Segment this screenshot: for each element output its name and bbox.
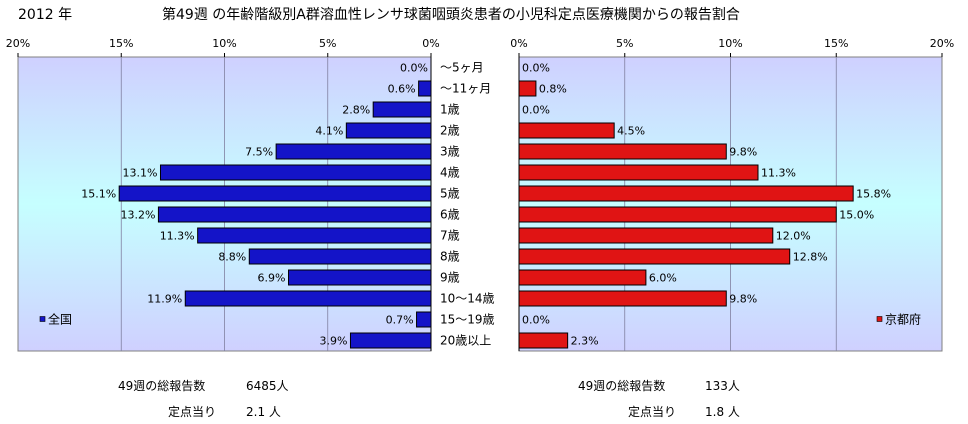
right-data-label: 11.3% xyxy=(761,167,796,180)
category-label: 8歳 xyxy=(440,250,460,264)
right-data-label: 0.0% xyxy=(522,62,550,75)
left-data-label: 15.1% xyxy=(81,188,116,201)
right-data-label: 12.8% xyxy=(793,251,828,264)
right-bar xyxy=(518,290,727,307)
left-tick-label: 5% xyxy=(319,37,336,50)
right-bar xyxy=(518,269,647,286)
right-data-label: 0.0% xyxy=(522,314,550,327)
left-bar xyxy=(288,269,432,286)
left-data-label: 0.6% xyxy=(388,83,416,96)
left-tick-label: 20% xyxy=(6,37,30,50)
left-legend-label: 全国 xyxy=(48,312,72,327)
right-bar xyxy=(518,164,759,181)
left-per-value: 2.1 人 xyxy=(246,405,281,419)
left-bar xyxy=(118,185,432,202)
category-label: ～5ヶ月 xyxy=(440,61,484,75)
category-label: 5歳 xyxy=(440,187,460,201)
category-label: 10～14歳 xyxy=(440,292,495,306)
right-legend-swatch xyxy=(876,316,883,322)
left-tick-label: 15% xyxy=(109,37,133,50)
right-data-label: 6.0% xyxy=(649,272,677,285)
category-label: 4歳 xyxy=(440,166,460,180)
right-per-label: 定点当り xyxy=(628,405,677,419)
right-data-label: 15.0% xyxy=(839,209,874,222)
right-bar xyxy=(518,122,615,139)
left-bar xyxy=(345,122,432,139)
left-total-value: 6485人 xyxy=(246,379,289,393)
left-data-label: 13.2% xyxy=(120,209,155,222)
category-label: 1歳 xyxy=(440,103,460,117)
right-bar xyxy=(518,143,727,160)
left-bar xyxy=(157,206,432,223)
left-data-label: 13.1% xyxy=(123,167,158,180)
category-label: ～11ヶ月 xyxy=(440,82,491,96)
chart-title: 第49週 の年齢階級別A群溶血性レンサ球菌咽頭炎患者の小児科定点医療機関からの報… xyxy=(162,7,740,23)
left-data-label: 4.1% xyxy=(315,125,343,138)
left-data-label: 8.8% xyxy=(218,251,246,264)
right-tick-label: 0% xyxy=(510,37,527,50)
left-data-label: 2.8% xyxy=(342,104,370,117)
category-label: 9歳 xyxy=(440,271,460,285)
right-data-label: 12.0% xyxy=(776,230,811,243)
left-tick-label: 10% xyxy=(212,37,236,50)
left-data-label: 11.9% xyxy=(147,293,182,306)
right-bar xyxy=(518,332,569,349)
right-total-label: 49週の総報告数 xyxy=(578,379,666,393)
category-label: 3歳 xyxy=(440,145,460,159)
left-bar xyxy=(416,311,432,328)
left-bar xyxy=(248,248,432,265)
right-bar xyxy=(518,206,837,223)
left-data-label: 11.3% xyxy=(160,230,195,243)
left-data-label: 0.7% xyxy=(386,314,414,327)
right-bar xyxy=(518,185,854,202)
left-data-label: 3.9% xyxy=(320,335,348,348)
right-tick-label: 5% xyxy=(616,37,633,50)
category-label: 20歳以上 xyxy=(440,334,491,348)
left-per-label: 定点当り xyxy=(168,405,217,419)
right-bar xyxy=(518,248,791,265)
right-data-label: 0.0% xyxy=(522,104,550,117)
right-data-label: 2.3% xyxy=(571,335,599,348)
right-tick-label: 20% xyxy=(930,37,954,50)
right-total-value: 133人 xyxy=(705,379,740,393)
right-tick-label: 10% xyxy=(718,37,742,50)
right-legend-label: 京都府 xyxy=(885,312,921,327)
right-bar xyxy=(518,227,774,244)
category-label: 15～19歳 xyxy=(440,313,495,327)
left-bar xyxy=(418,80,432,97)
left-bar xyxy=(159,164,432,181)
left-data-label: 6.9% xyxy=(258,272,286,285)
left-total-label: 49週の総報告数 xyxy=(118,379,206,393)
right-bar xyxy=(518,80,537,97)
left-bar xyxy=(184,290,432,307)
left-bar xyxy=(349,332,432,349)
right-per-value: 1.8 人 xyxy=(705,405,740,419)
right-tick-label: 15% xyxy=(824,37,848,50)
right-data-label: 9.8% xyxy=(729,146,757,159)
left-data-label: 0.0% xyxy=(400,62,428,75)
left-tick-label: 0% xyxy=(422,37,439,50)
right-data-label: 4.5% xyxy=(617,125,645,138)
chart-year: 2012 年 xyxy=(18,7,73,23)
right-data-label: 0.8% xyxy=(539,83,567,96)
left-data-label: 7.5% xyxy=(245,146,273,159)
left-bar xyxy=(275,143,432,160)
right-data-label: 9.8% xyxy=(729,293,757,306)
right-data-label: 15.8% xyxy=(856,188,891,201)
category-label: 2歳 xyxy=(440,124,460,138)
category-label: 7歳 xyxy=(440,229,460,243)
category-label: 6歳 xyxy=(440,208,460,222)
left-bar xyxy=(372,101,432,118)
left-legend-swatch xyxy=(39,316,46,322)
left-bar xyxy=(197,227,432,244)
